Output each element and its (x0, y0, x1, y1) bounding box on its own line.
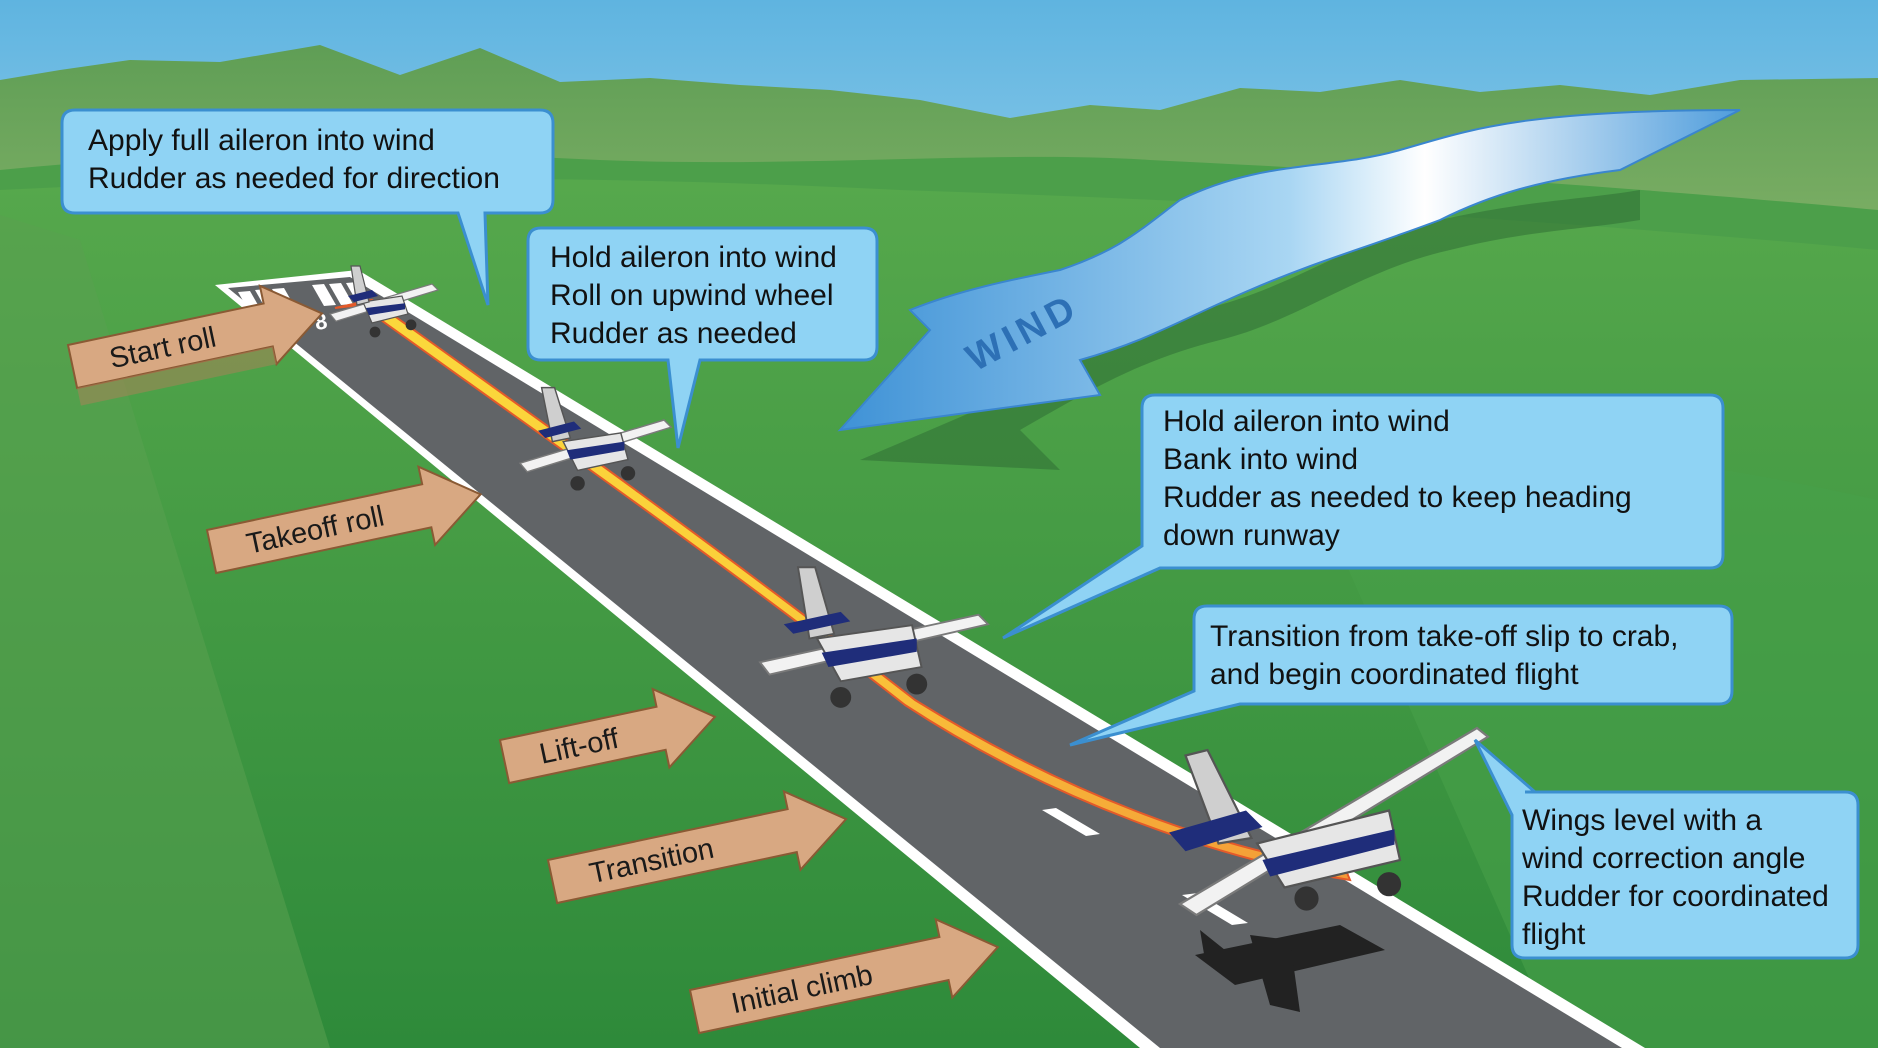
callout-initial-climb-line-4: flight (1522, 918, 1586, 951)
callout-start-roll: Apply full aileron into wind Rudder as n… (60, 108, 555, 306)
callout-lift-off-line-4: down runway (1163, 519, 1340, 552)
stage-label-start-roll: Start roll (66, 284, 324, 406)
takeoff-path (334, 298, 1352, 882)
wind-ribbon (837, 109, 1741, 432)
aircraft-start-roll (328, 265, 440, 338)
callout-takeoff-roll: Hold aileron into wind Roll on upwind wh… (526, 226, 879, 449)
left-slope (0, 215, 330, 1048)
callout-initial-climb-line-1: Wings level with a (1522, 804, 1762, 837)
callout-transition-line-2: and begin coordinated flight (1210, 658, 1579, 691)
callout-takeoff-roll-line-3: Rudder as needed (550, 317, 797, 350)
callout-lift-off-line-3: Rudder as needed to keep heading (1163, 481, 1632, 514)
aircraft-initial-climb (1169, 726, 1490, 917)
callout-transition-line-1: Transition from take-off slip to crab, (1210, 620, 1679, 653)
aircraft-lift-off (758, 566, 990, 708)
callout-lift-off: Hold aileron into wind Bank into wind Ru… (1002, 393, 1725, 640)
callout-transition: Transition from take-off slip to crab, a… (1069, 604, 1734, 747)
callout-takeoff-roll-line-2: Roll on upwind wheel (550, 279, 834, 312)
callout-lift-off-line-2: Bank into wind (1163, 443, 1358, 476)
stage-label-lift-off: Lift-off (498, 687, 717, 785)
callout-lift-off-line-1: Hold aileron into wind (1163, 405, 1450, 438)
callout-initial-climb-line-2: wind correction angle (1521, 842, 1806, 875)
callout-initial-climb-line-3: Rudder for coordinated (1522, 880, 1829, 913)
aircraft-shadow (1195, 925, 1385, 1012)
callout-start-roll-line-1: Apply full aileron into wind (88, 124, 435, 157)
callout-start-roll-line-2: Rudder as needed for direction (88, 162, 500, 195)
callout-takeoff-roll-line-1: Hold aileron into wind (550, 241, 837, 274)
aircraft-takeoff-roll (518, 386, 673, 491)
callout-initial-climb: Wings level with a wind correction angle… (1473, 738, 1860, 960)
